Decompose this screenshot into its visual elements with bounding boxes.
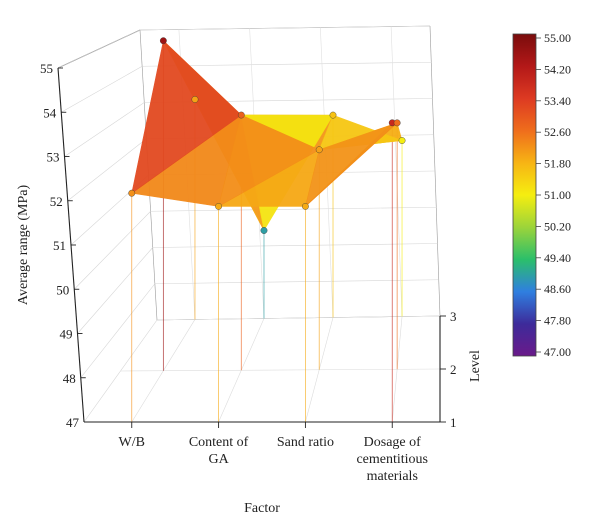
colorbar: 55.00 54.20 53.40 52.60 51.80 51.00 50.20 49.40…: [512, 31, 571, 359]
y-axis-ticks: 47 48 49 50 51 52 53 54 55: [40, 61, 89, 430]
data-point: [191, 96, 199, 103]
left-grid-line: [57, 29, 141, 69]
y-tick-label: 48: [63, 371, 76, 386]
x-tick-label: Sand ratio: [277, 435, 334, 450]
x-tick-label: Dosage of cementitious materials: [356, 435, 428, 484]
data-point: [329, 111, 337, 119]
data-point: [237, 111, 245, 119]
x-tick-label: W/B: [119, 435, 145, 450]
left-grid-line: [64, 102, 145, 157]
y-tick-label: 50: [56, 282, 69, 297]
floor-grid-line: [156, 315, 441, 321]
back-grid-line: [139, 25, 431, 31]
data-point: [315, 146, 323, 154]
back-grid-line: [152, 243, 438, 248]
left-grid-line: [67, 138, 147, 201]
colorbar-tick-label: 47.80: [544, 314, 571, 328]
x-axis-ticks: W/B Content of GA Sand ratio Dosage of cement…: [119, 422, 428, 484]
z-tick-label: 3: [450, 309, 457, 324]
y-tick-label: 47: [66, 415, 80, 430]
left-grid-line: [80, 283, 156, 378]
back-grid-line: [154, 279, 439, 285]
colorbar-fill: [512, 33, 537, 357]
data-points: [128, 37, 406, 234]
y-tick-label: 55: [40, 61, 53, 76]
y-tick-label: 54: [43, 105, 57, 120]
data-point: [260, 227, 268, 234]
data-point: [398, 137, 406, 144]
data-point: [302, 202, 309, 210]
y-axis-label: Average range (MPa): [16, 185, 31, 306]
y-tick-label: 51: [53, 238, 66, 253]
z-axis-ticks: 1 2 3: [440, 309, 457, 430]
left-wall-grid: [57, 29, 158, 423]
data-point: [393, 119, 401, 127]
y-tick-label: 53: [47, 150, 60, 165]
colorbar-tick-label: 53.40: [544, 94, 571, 108]
colorbar-tick-label: 55.00: [544, 31, 571, 45]
colorbar-ticks: 55.00 54.20 53.40 52.60 51.80 51.00 50.20 49.40…: [536, 31, 571, 359]
x-axis-label: Factor: [244, 501, 280, 516]
colorbar-tick-label: 50.20: [544, 219, 571, 233]
z-tick-label: 2: [450, 362, 457, 377]
data-point: [215, 202, 222, 210]
floor-grid: [84, 315, 441, 423]
back-grid-line: [390, 26, 403, 317]
surface-facet: [131, 40, 242, 194]
colorbar-tick-label: 52.60: [544, 125, 571, 139]
left-grid-line: [77, 247, 153, 334]
surface-facet: [304, 122, 398, 208]
surface-facet: [218, 114, 320, 208]
data-point: [159, 37, 167, 45]
z-axis-label: Level: [468, 350, 483, 382]
colorbar-tick-label: 51.80: [544, 157, 571, 171]
floor-grid-line: [120, 368, 441, 372]
back-grid-line: [150, 206, 437, 212]
colorbar-tick-label: 48.60: [544, 282, 571, 296]
response-surface: [130, 40, 403, 232]
left-grid-line: [74, 211, 151, 290]
colorbar-tick-label: 47.00: [544, 345, 571, 359]
colorbar-tick-label: 51.00: [544, 188, 571, 202]
data-point: [128, 189, 136, 197]
left-grid-line: [61, 65, 143, 113]
back-grid-line: [142, 61, 432, 67]
z-tick-label: 1: [450, 415, 457, 430]
floor-grid-line: [391, 316, 403, 423]
colorbar-tick-label: 54.20: [544, 62, 571, 76]
y-tick-label: 49: [60, 327, 73, 342]
colorbar-tick-label: 49.40: [544, 251, 571, 265]
x-tick-label: Content of GA: [189, 435, 249, 467]
y-tick-label: 52: [50, 194, 63, 209]
